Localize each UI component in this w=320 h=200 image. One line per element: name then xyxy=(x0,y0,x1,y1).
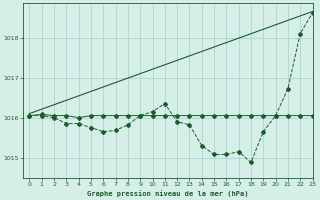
X-axis label: Graphe pression niveau de la mer (hPa): Graphe pression niveau de la mer (hPa) xyxy=(87,190,249,197)
